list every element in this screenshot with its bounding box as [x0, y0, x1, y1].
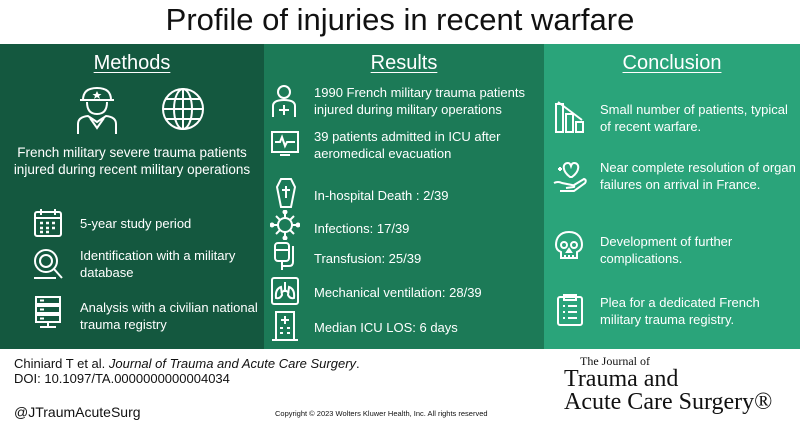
results-item-7: Median ICU LOS: 6 days [314, 320, 458, 335]
results-panel: Results 1990 French military trauma pati… [264, 44, 544, 349]
hospital-icon [270, 310, 300, 342]
calendar-icon [32, 207, 64, 239]
conclusion-item-3: Development of further complications. [600, 234, 733, 266]
citation: Chiniard T et al. Journal of Trauma and … [14, 356, 360, 386]
declining-bars-icon [554, 100, 586, 134]
database-search-icon [32, 247, 64, 281]
soldier-icon [74, 84, 120, 136]
journal-logo-line1: The Journal of [580, 354, 650, 368]
methods-item-1: 5-year study period [80, 216, 192, 231]
results-item-3: In-hospital Death : 2/39 [314, 188, 449, 203]
virus-icon [270, 210, 300, 240]
results-item-6: Mechanical ventilation: 28/39 [314, 285, 482, 300]
conclusion-panel: Conclusion Small number of patients, typ… [544, 44, 800, 349]
methods-panel: Methods French military severe trauma pa… [0, 44, 264, 349]
results-item-4: Infections: 17/39 [314, 221, 410, 236]
citation-end: . [356, 356, 360, 371]
heart-hand-icon [552, 159, 588, 193]
methods-summary: French military severe trauma patients i… [13, 145, 251, 177]
citation-doi[interactable]: DOI: 10.1097/TA.0000000000004034 [14, 371, 230, 386]
copyright-notice: Copyright © 2023 Wolters Kluwer Health, … [275, 409, 488, 418]
coffin-icon [275, 177, 297, 209]
conclusion-item-1: Small number of patients, typical of rec… [600, 102, 788, 134]
results-heading: Results [370, 52, 438, 74]
journal-logo-line2: Trauma and [564, 366, 679, 392]
results-item-2: 39 patients admitted in ICU after aerome… [314, 129, 501, 161]
icu-monitor-icon [270, 130, 300, 156]
methods-item-2: Identification with a military database [80, 248, 236, 280]
patient-icon [270, 84, 298, 118]
results-item-5: Transfusion: 25/39 [314, 251, 422, 266]
methods-item-3: Analysis with a civilian national trauma… [80, 300, 258, 332]
conclusion-heading: Conclusion [622, 52, 722, 74]
twitter-handle[interactable]: @JTraumAcuteSurg [14, 404, 141, 420]
results-item-1: 1990 French military trauma patients inj… [314, 85, 525, 117]
conclusion-item-4: Plea for a dedicated French military tra… [600, 295, 760, 327]
transfusion-bag-icon [272, 240, 298, 272]
citation-journal: Journal of Trauma and Acute Care Surgery [108, 356, 357, 371]
globe-icon [160, 86, 206, 132]
journal-logo: The Journal of Trauma and Acute Care Sur… [564, 354, 772, 414]
lungs-ventilation-icon [270, 276, 300, 306]
skull-icon [554, 230, 584, 262]
conclusion-item-2: Near complete resolution of organ failur… [600, 160, 796, 192]
page-title: Profile of injuries in recent warfare [165, 2, 635, 37]
journal-logo-line3: Acute Care Surgery® [564, 389, 773, 415]
server-registry-icon [34, 295, 62, 329]
clipboard-icon [556, 293, 584, 327]
citation-authors: Chiniard T et al. [14, 356, 109, 371]
methods-heading: Methods [93, 52, 171, 74]
